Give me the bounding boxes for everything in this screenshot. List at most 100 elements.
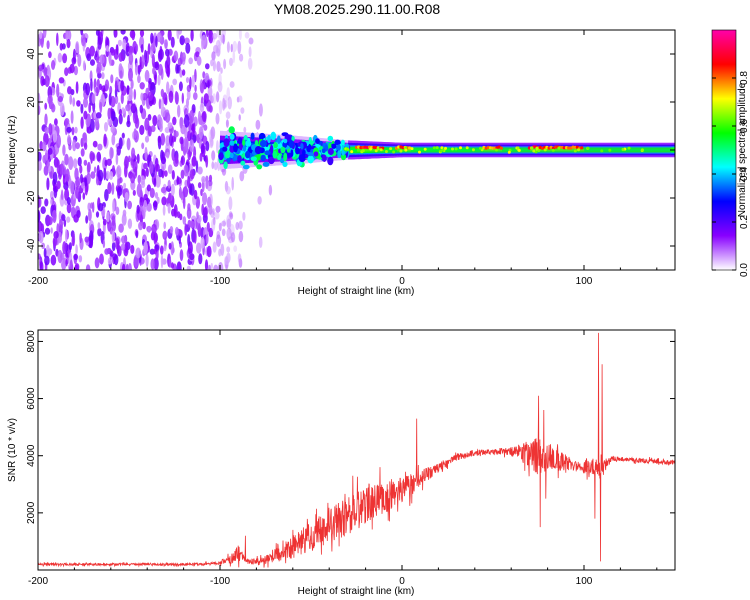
heatmap-peak-cell bbox=[440, 146, 444, 150]
heatmap-cell bbox=[232, 50, 236, 64]
heatmap-cell bbox=[62, 144, 66, 156]
heatmap-cell bbox=[38, 222, 42, 232]
heatmap-cell bbox=[280, 158, 285, 164]
heatmap-cell bbox=[225, 186, 231, 195]
heatmap-cell bbox=[140, 92, 144, 102]
heatmap-cell bbox=[193, 230, 197, 244]
heatmap-cell bbox=[52, 171, 58, 185]
heatmap-cell bbox=[122, 38, 127, 51]
heatmap-cell bbox=[86, 53, 92, 62]
heatmap-cell bbox=[44, 255, 50, 266]
figure-title: YM08.2025.290.11.00.R08 bbox=[274, 1, 441, 17]
heatmap-cell bbox=[191, 74, 195, 88]
heatmap-peak-cell bbox=[399, 149, 403, 153]
heatmap-core-cell bbox=[484, 148, 486, 152]
heatmap-cell bbox=[286, 152, 292, 158]
heatmap-cell bbox=[112, 253, 118, 261]
heatmap-cell bbox=[183, 137, 189, 151]
heatmap-cell bbox=[149, 187, 155, 199]
heatmap-cell bbox=[121, 213, 127, 226]
heatmap-cell bbox=[118, 223, 124, 233]
heatmap-cell bbox=[116, 44, 119, 55]
heatmap-cell bbox=[158, 48, 164, 61]
heatmap-core-cell bbox=[487, 148, 489, 152]
heatmap-core-cell bbox=[372, 148, 374, 152]
heatmap-cell bbox=[111, 182, 115, 195]
heatmap-cell bbox=[119, 70, 123, 79]
heatmap-core-cell bbox=[408, 148, 410, 152]
heatmap-peak-cell bbox=[361, 149, 365, 153]
heatmap-cell bbox=[179, 213, 183, 221]
heatmap-cell bbox=[189, 183, 195, 196]
heatmap-core-cell bbox=[477, 148, 479, 152]
heatmap-core-cell bbox=[662, 148, 664, 152]
heatmap-cell bbox=[291, 135, 295, 142]
snr-ytick-label: 6000 bbox=[26, 387, 37, 410]
heatmap-cell bbox=[201, 110, 207, 123]
heatmap-cell bbox=[56, 134, 61, 149]
heatmap-cell bbox=[215, 113, 220, 125]
heatmap-core-cell bbox=[476, 148, 478, 152]
heatmap-core-cell bbox=[569, 148, 571, 152]
heatmap-core-cell bbox=[492, 148, 494, 152]
heatmap-core-cell bbox=[526, 148, 528, 152]
heatmap-cell bbox=[185, 42, 191, 54]
heatmap-cell bbox=[137, 174, 142, 184]
snr-axes: -200 -100 0 100 2000 4000 6000 8000 bbox=[26, 330, 675, 587]
heatmap-core-cell bbox=[626, 148, 628, 152]
heatmap-core-cell bbox=[431, 148, 433, 152]
colorbar-frame bbox=[711, 29, 737, 271]
heatmap-cell bbox=[218, 222, 222, 232]
heatmap-cell bbox=[164, 112, 171, 123]
heatmap-cell bbox=[88, 102, 92, 113]
heatmap-cell bbox=[205, 140, 210, 152]
heatmap-cell bbox=[283, 152, 288, 162]
heatmap-core-cell bbox=[580, 148, 582, 152]
heatmap-cell bbox=[212, 241, 217, 253]
heatmap-cell bbox=[143, 241, 149, 255]
heatmap-cell bbox=[80, 33, 86, 47]
heatmap-cell bbox=[165, 135, 171, 147]
heatmap-cell bbox=[161, 196, 167, 206]
heatmap-cell bbox=[68, 242, 72, 251]
heatmap-cell bbox=[209, 193, 213, 207]
heatmap-core-cell bbox=[587, 148, 589, 152]
heatmap-cell bbox=[59, 43, 63, 51]
heatmap-cell bbox=[173, 50, 179, 62]
heatmap-cell bbox=[228, 196, 233, 211]
heatmap-cell bbox=[212, 208, 215, 215]
heatmap-peak-cell bbox=[451, 147, 454, 151]
heatmap-cell bbox=[197, 182, 202, 189]
heatmap-cell bbox=[313, 151, 319, 157]
heatmap-cell bbox=[66, 38, 71, 49]
heatmap-cell bbox=[168, 192, 172, 204]
heatmap-cell bbox=[212, 32, 218, 40]
heatmap-core-cell bbox=[612, 148, 614, 152]
heatmap-cell bbox=[79, 164, 83, 174]
heatmap-cell bbox=[184, 223, 188, 236]
heatmap-cell bbox=[74, 263, 80, 270]
heatmap-cell bbox=[61, 214, 66, 221]
heatmap-cell bbox=[133, 89, 137, 100]
heatmap-cell bbox=[272, 150, 278, 159]
colorbar-tick-label: 0.0 bbox=[739, 263, 750, 277]
heatmap-peak-cell bbox=[441, 148, 445, 152]
heatmap-cell bbox=[52, 130, 58, 143]
heatmap-cell bbox=[64, 122, 68, 136]
heatmap-core-cell bbox=[583, 148, 585, 152]
heatmap-cell bbox=[337, 149, 342, 159]
snr-ytick-label: 2000 bbox=[26, 501, 37, 524]
heatmap-cell bbox=[83, 159, 88, 166]
heatmap-cell bbox=[139, 205, 143, 212]
heatmap-core-cell bbox=[427, 148, 429, 152]
heatmap-band-cell bbox=[228, 143, 230, 157]
heatmap-cell bbox=[185, 77, 190, 83]
heatmap-cell bbox=[147, 91, 154, 101]
heatmap-core-cell bbox=[568, 148, 570, 152]
heatmap-cell bbox=[153, 177, 157, 188]
heatmap-cell bbox=[196, 242, 202, 254]
heatmap-core-cell bbox=[463, 148, 465, 152]
heatmap-peak-cell bbox=[586, 146, 590, 150]
heatmap-core-cell bbox=[395, 148, 397, 152]
heatmap-cell bbox=[126, 120, 131, 128]
